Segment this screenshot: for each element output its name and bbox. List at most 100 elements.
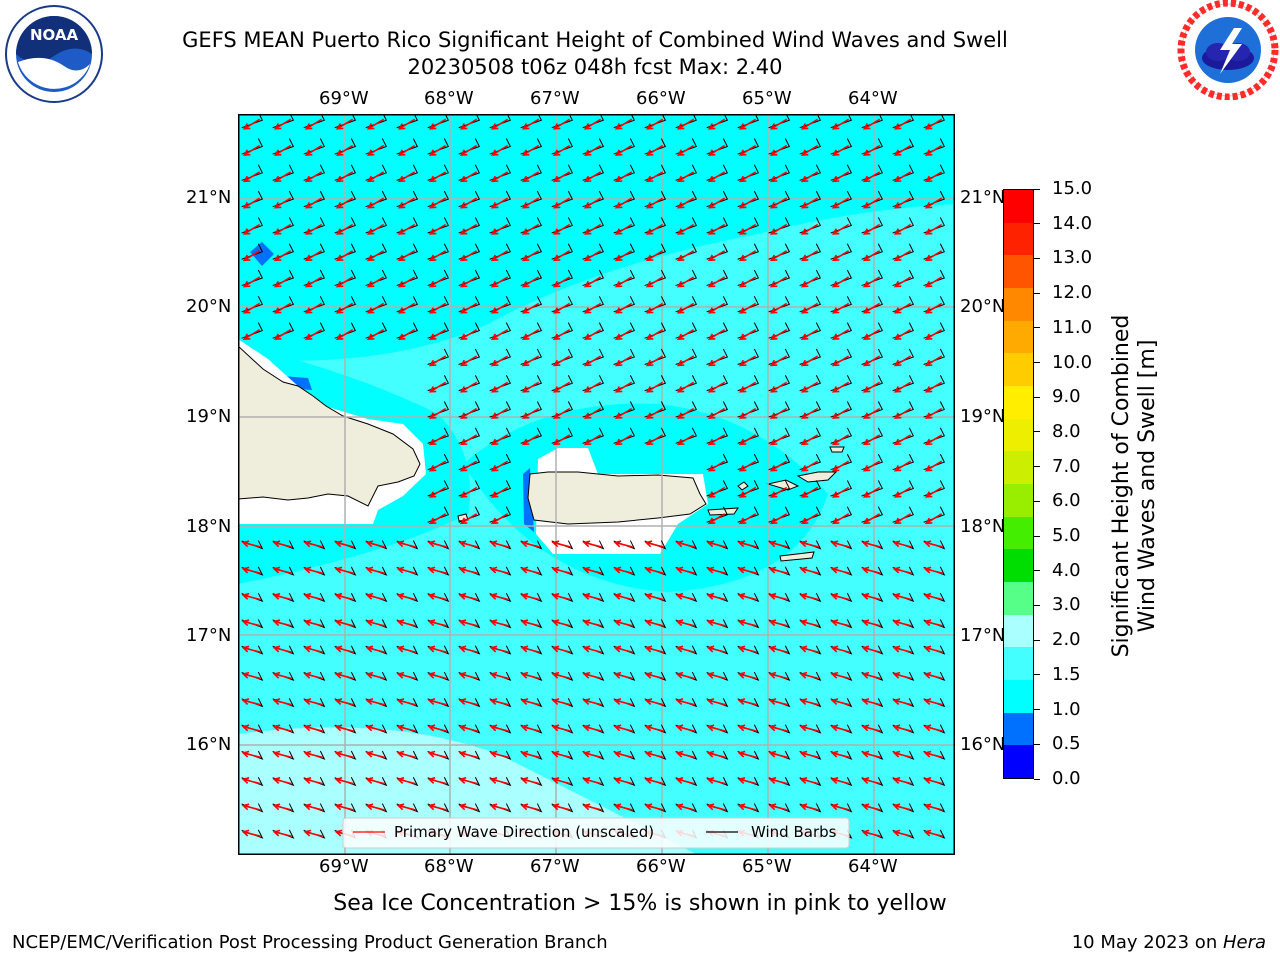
wave-direction-arrow	[675, 566, 695, 575]
wave-direction-arrow	[676, 329, 695, 340]
wave-direction-arrow	[737, 803, 757, 811]
wave-direction-arrow	[706, 724, 726, 732]
wave-direction-arrow	[737, 592, 757, 601]
wave-direction-arrow	[800, 381, 819, 393]
lat-tick-right: 21°N	[960, 187, 1006, 208]
wave-direction-arrow	[335, 276, 354, 288]
wave-direction-arrow	[768, 592, 788, 601]
wave-direction-arrow	[520, 803, 540, 811]
wave-direction-arrow	[551, 777, 571, 785]
colorbar-tick-mark	[1034, 535, 1040, 537]
wave-direction-arrow	[800, 486, 819, 498]
wave-direction-arrow	[831, 434, 850, 446]
colorbar-tick-label: 0.0	[1052, 768, 1081, 789]
wave-direction-arrow	[923, 592, 943, 601]
wave-direction-arrow	[583, 250, 602, 262]
wave-direction-arrow	[551, 750, 571, 759]
wave-direction-arrow	[676, 223, 695, 235]
wave-direction-arrow	[831, 460, 850, 472]
lat-tick-left: 20°N	[186, 296, 232, 317]
colorbar-label-line1: Significant Height of Combined	[1109, 314, 1134, 658]
wave-direction-arrow	[923, 619, 943, 627]
wave-direction-arrow	[459, 144, 478, 156]
wave-direction-arrow	[768, 540, 788, 548]
wave-direction-arrow	[428, 197, 447, 209]
wave-direction-arrow	[427, 724, 447, 732]
colorbar-tick-label: 1.5	[1052, 663, 1081, 685]
wave-direction-arrow	[830, 724, 850, 732]
wave-direction-arrow	[706, 619, 726, 627]
wave-direction-arrow	[861, 671, 881, 680]
wave-direction-arrow	[520, 540, 540, 548]
wave-direction-arrow	[459, 302, 478, 314]
wave-direction-arrow	[738, 144, 757, 156]
wave-direction-arrow	[861, 566, 881, 575]
wave-direction-arrow	[738, 276, 757, 288]
wave-direction-arrow	[800, 329, 819, 340]
wave-direction-arrow	[396, 698, 416, 706]
wave-direction-arrow	[273, 144, 292, 156]
wave-direction-arrow	[242, 197, 261, 209]
wave-direction-arrow	[490, 486, 509, 498]
wave-direction-arrow	[335, 118, 354, 130]
wave-direction-arrow	[428, 381, 447, 393]
wave-direction-arrow	[737, 645, 757, 654]
wave-direction-arrow	[459, 460, 478, 472]
wave-direction-arrow	[769, 407, 788, 419]
wave-direction-arrow	[769, 486, 788, 498]
wave-direction-arrow	[676, 118, 695, 130]
colorbar-tick-mark	[1034, 778, 1040, 780]
wave-direction-arrow	[645, 407, 664, 419]
wave-direction-arrow	[706, 592, 726, 601]
colorbar-tick-mark	[1034, 743, 1040, 745]
colorbar-swatch	[1004, 549, 1033, 582]
wave-direction-arrow	[923, 777, 943, 785]
wave-direction-arrow	[583, 223, 602, 235]
colorbar-label: Significant Height of Combined Wind Wave…	[1109, 276, 1161, 696]
wave-direction-arrow	[303, 645, 323, 654]
wave-direction-arrow	[304, 250, 323, 262]
wave-direction-arrow	[892, 724, 912, 732]
wave-direction-arrow	[768, 619, 788, 627]
wave-direction-arrow	[428, 513, 447, 525]
wave-direction-arrow	[861, 750, 881, 759]
wave-direction-arrow	[893, 223, 912, 235]
wave-direction-arrow	[831, 381, 850, 393]
wave-direction-arrow	[645, 197, 664, 209]
lon-tick-top: 65°W	[742, 88, 792, 109]
lat-tick-left: 16°N	[186, 734, 232, 755]
wave-direction-arrow	[521, 407, 540, 419]
wave-direction-arrow	[800, 144, 819, 156]
wave-direction-arrow	[613, 645, 633, 654]
wave-direction-arrow	[676, 250, 695, 262]
wave-direction-arrow	[272, 619, 292, 627]
wave-direction-arrow	[706, 777, 726, 785]
colorbar-swatch	[1004, 679, 1033, 713]
wave-direction-arrow	[490, 434, 509, 446]
wave-direction-arrow	[738, 171, 757, 183]
wave-direction-arrow	[644, 645, 664, 654]
wave-direction-arrow	[862, 486, 881, 498]
wave-direction-arrow	[241, 645, 261, 654]
colorbar-tick-mark	[1034, 570, 1040, 572]
wave-direction-arrow	[675, 671, 695, 680]
wave-direction-arrow	[552, 407, 571, 419]
colorbar-tick-label: 11.0	[1052, 316, 1093, 338]
wave-direction-arrow	[427, 619, 447, 627]
wave-direction-arrow	[583, 434, 602, 446]
wave-direction-arrow	[893, 329, 912, 340]
wave-direction-arrow	[676, 434, 695, 446]
colorbar-swatch	[1004, 647, 1033, 680]
wave-direction-arrow	[490, 355, 509, 367]
wave-direction-arrow	[861, 645, 881, 654]
wave-direction-arrow	[334, 566, 354, 575]
wave-direction-arrow	[428, 118, 447, 130]
lat-tick-left: 18°N	[186, 516, 232, 537]
graticule	[238, 114, 955, 855]
wave-direction-arrow	[365, 645, 385, 654]
wave-direction-arrow	[892, 566, 912, 575]
wave-direction-arrow	[644, 777, 664, 785]
wave-direction-arrow	[613, 671, 633, 680]
wave-direction-arrow	[551, 592, 571, 601]
map-frame	[238, 114, 955, 855]
